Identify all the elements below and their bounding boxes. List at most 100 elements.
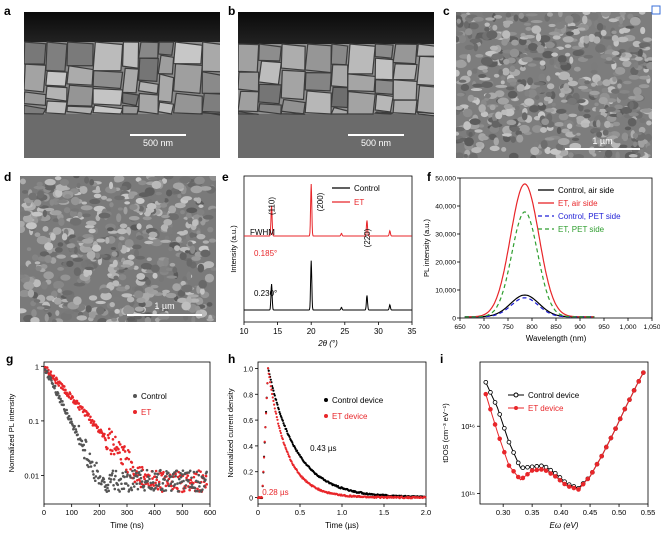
g-x-tick-label: 0 [42, 508, 46, 517]
h-legend-swatch-control [324, 398, 328, 402]
g-point-control [65, 408, 68, 412]
g-point-control [153, 472, 157, 475]
i-point-1 [590, 470, 595, 475]
h-point-et [284, 446, 287, 449]
g-point-control [142, 484, 146, 488]
h-legend-et: ET device [332, 412, 368, 421]
g-point-control [160, 487, 164, 491]
g-point-control [156, 473, 160, 476]
g-point-control [179, 475, 183, 479]
g-point-control [112, 483, 115, 487]
i-point-0 [483, 379, 489, 385]
g-x-tick-label: 500 [176, 508, 189, 517]
h-point-et [265, 396, 268, 400]
g-point-et [106, 447, 109, 450]
trpl-chart: 0 100 200 300 400 500 600 1 0.1 0.01 Time (ns) Norm… [7, 361, 216, 530]
g-point-et [195, 472, 198, 476]
g-point-control [112, 478, 116, 481]
e-legend-et: ET [354, 198, 364, 207]
scale-label-c: 1 µm [592, 136, 613, 146]
g-point-et [170, 484, 173, 488]
h-point-control [279, 412, 282, 416]
g-point-et [78, 408, 81, 411]
g-point-control [92, 476, 96, 480]
h-point-control [280, 416, 283, 419]
i-point-1 [525, 471, 530, 477]
g-point-et [121, 448, 125, 452]
h-point-control [282, 422, 285, 425]
i-point-1 [511, 469, 516, 474]
g-point-control [93, 464, 96, 467]
h-point-et [273, 407, 276, 410]
g-point-control [126, 473, 129, 476]
e-x-tick-label: 15 [273, 327, 282, 336]
g-point-control [109, 478, 113, 481]
g-point-control [65, 411, 69, 415]
i-point-0 [534, 464, 540, 469]
h-point-et [275, 412, 278, 415]
e-x-tick-label: 25 [340, 327, 349, 336]
g-point-control [139, 476, 143, 480]
g-point-et [117, 447, 120, 451]
g-point-et [189, 478, 193, 482]
i-point-1 [553, 474, 558, 479]
panel-label-f: f [427, 170, 431, 184]
g-point-control [109, 480, 112, 484]
h-x-tick-label: 0.5 [295, 508, 305, 517]
i-point-0 [520, 465, 526, 471]
e-y-axis-label: Intensity (a.u.) [229, 225, 238, 273]
g-point-control [155, 475, 159, 479]
h-point-et [267, 372, 270, 375]
h-point-control [291, 441, 294, 444]
g-point-control [131, 469, 134, 473]
g-point-et [139, 480, 142, 483]
h-point-control [275, 401, 278, 404]
g-point-control [179, 471, 182, 475]
h-point-et [264, 412, 268, 415]
g-point-et [182, 489, 186, 493]
g-point-et [45, 366, 49, 369]
g-point-control [174, 474, 177, 478]
g-point-et [62, 385, 66, 388]
g-point-et [55, 378, 59, 381]
g-point-et [57, 384, 61, 387]
f-legend-0: Control, air side [558, 186, 615, 195]
g-point-et [102, 434, 106, 438]
h-point-control [275, 398, 278, 401]
e-control-fwhm: 0.230° [254, 289, 277, 298]
h-point-et [290, 460, 293, 463]
g-point-control [140, 469, 143, 473]
g-point-control [45, 369, 49, 373]
g-point-et [156, 487, 160, 491]
f-legend-2: Control, PET side [558, 212, 621, 221]
i-point-1 [608, 435, 614, 441]
g-point-et [87, 412, 90, 416]
g-point-control [182, 479, 185, 483]
g-y-tick-label: 1 [35, 362, 39, 371]
g-point-control [205, 470, 208, 474]
h-y-tick-label: 1.0 [243, 366, 253, 373]
g-point-et [143, 477, 146, 481]
i-point-1 [483, 391, 489, 397]
g-point-control [129, 486, 133, 490]
g-point-control [167, 484, 171, 488]
g-point-control [202, 476, 205, 480]
h-point-et [275, 415, 278, 419]
panel-label-i: i [440, 352, 444, 366]
g-point-control [123, 475, 126, 479]
g-point-control [61, 400, 64, 403]
g-point-control [58, 394, 61, 398]
g-point-et [106, 433, 110, 437]
g-point-et [128, 450, 131, 454]
g-x-tick-label: 300 [121, 508, 134, 517]
g-point-control [163, 475, 167, 478]
g-point-control [76, 433, 79, 436]
g-x-tick-label: 200 [93, 508, 106, 517]
h-point-control [278, 411, 281, 414]
h-point-et [424, 496, 427, 499]
g-point-control [51, 382, 54, 386]
g-point-et [104, 438, 107, 442]
g-point-control [165, 469, 168, 473]
g-point-control [62, 403, 65, 407]
g-point-control [95, 461, 98, 465]
